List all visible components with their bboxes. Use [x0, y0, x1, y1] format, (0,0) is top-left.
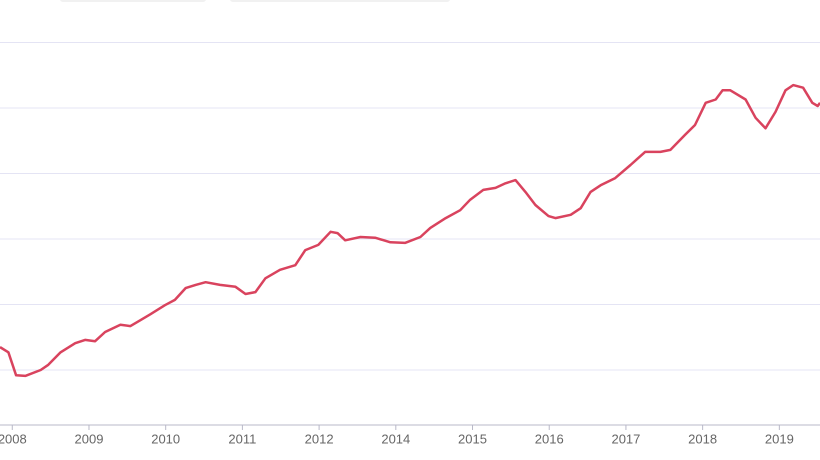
tab [230, 0, 450, 2]
x-tick-label: 2017 [611, 431, 640, 446]
x-tick-label: 2008 [0, 431, 27, 446]
x-tick-label: 2015 [458, 431, 487, 446]
x-tick-label: 2019 [765, 431, 794, 446]
x-tick-label: 2018 [688, 431, 717, 446]
x-tick-label: 2012 [305, 431, 334, 446]
x-tick-label: 2011 [228, 431, 256, 446]
x-tick-label: 2014 [381, 431, 410, 446]
x-tick-label: 2009 [75, 431, 104, 446]
tab [60, 0, 206, 2]
line [0, 83, 820, 378]
x-tick-label: 2010 [151, 431, 180, 446]
x-tick-label: 2016 [535, 431, 564, 446]
